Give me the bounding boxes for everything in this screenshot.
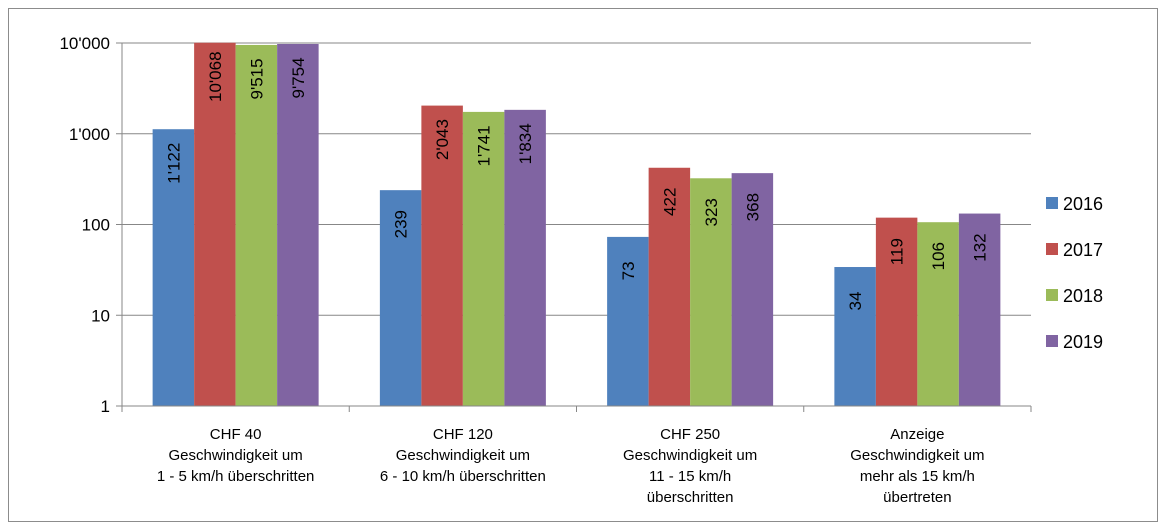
bar [421,105,463,407]
data-label: 1'741 [475,125,494,166]
bar [235,44,278,406]
bar [607,236,649,406]
chart-frame: 1 10 100 1'000 10'000 CHF 40 Geschwindigkeit u… [8,8,1158,522]
bar [277,43,319,407]
bar [875,217,918,406]
category-label-line: Geschwindigkeit um [623,447,757,464]
category-label: CHF 250 Geschwindigkeit um 11 - 15 km/h übe… [623,426,757,506]
data-label: 323 [702,198,721,226]
data-label: 2'043 [433,119,452,160]
category-label-line: Geschwindigkeit um [396,447,530,464]
category-label-line: 1 - 5 km/h überschritten [157,468,315,485]
data-label: 9'515 [247,58,266,99]
data-label: 34 [846,292,865,311]
y-tick-label: 1'000 [69,125,110,144]
data-label: 106 [929,242,948,270]
legend: 2016 2017 2018 2019 [1046,194,1103,352]
y-tick-label: 10 [91,306,110,325]
bar [379,190,422,406]
bar [648,167,691,406]
legend-label: 2019 [1063,332,1103,352]
data-label: 422 [660,188,679,216]
bar [194,42,236,406]
y-tick-label: 100 [82,216,110,235]
bar [834,267,876,406]
category-label-line: Geschwindigkeit um [850,447,984,464]
category-label-line: Geschwindigkeit um [169,447,303,464]
bars [152,42,1001,407]
y-tick-label: 10'000 [59,34,110,53]
legend-label: 2016 [1063,194,1103,214]
category-label: Anzeige Geschwindigkeit um mehr als 15 km/… [850,426,984,506]
category-label: CHF 40 Geschwindigkeit um 1 - 5 km/h übers… [157,426,315,485]
category-label: CHF 120 Geschwindigkeit um 6 - 10 km/h übe… [380,426,546,485]
data-label: 119 [888,238,907,265]
bar [462,111,505,406]
data-label: 1'122 [164,143,183,184]
legend-swatch [1046,289,1058,301]
legend-swatch [1046,197,1058,209]
legend-label: 2018 [1063,286,1103,306]
category-label-line: CHF 40 [210,426,262,443]
bar [731,173,774,406]
category-label-line: übertreten [883,489,951,506]
bar [917,222,959,406]
legend-label: 2017 [1063,240,1103,260]
legend-swatch [1046,335,1058,347]
category-label-line: CHF 120 [433,426,493,443]
data-label: 368 [743,193,762,221]
data-labels: 1'122 239 73 34 10'068 2'043 422 119 9'515 1'741 3… [164,51,989,310]
category-label-line: 6 - 10 km/h überschritten [380,468,546,485]
y-tick-label: 1 [101,397,110,416]
legend-swatch [1046,243,1058,255]
data-label: 73 [619,261,638,280]
data-label: 239 [392,210,411,238]
category-label-line: CHF 250 [660,426,720,443]
category-label-line: überschritten [647,489,734,506]
axes: 1 10 100 1'000 10'000 CHF 40 Geschwindigkeit u… [59,34,1032,506]
bar [504,109,546,407]
data-label: 9'754 [289,57,308,98]
data-label: 132 [971,233,990,261]
bar [958,213,1001,406]
bar-chart: 1 10 100 1'000 10'000 CHF 40 Geschwindigkeit u… [59,34,1103,506]
data-label: 1'834 [516,123,535,164]
bar [690,178,732,406]
bar [152,129,195,407]
category-label-line: 11 - 15 km/h [649,468,731,485]
category-label-line: mehr als 15 km/h [860,468,975,485]
category-label-line: Anzeige [890,426,944,443]
data-label: 10'068 [206,51,225,102]
